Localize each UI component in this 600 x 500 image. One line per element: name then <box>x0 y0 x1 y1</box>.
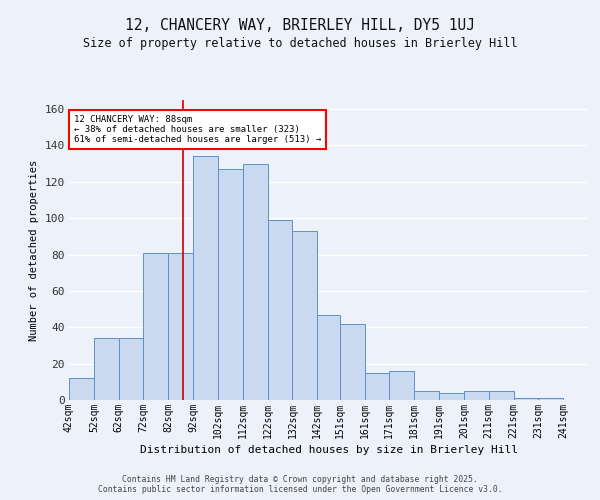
Bar <box>389 371 414 400</box>
Text: 12, CHANCERY WAY, BRIERLEY HILL, DY5 1UJ: 12, CHANCERY WAY, BRIERLEY HILL, DY5 1UJ <box>125 18 475 32</box>
Bar <box>514 398 538 400</box>
Bar <box>317 314 340 400</box>
Bar <box>193 156 218 400</box>
X-axis label: Distribution of detached houses by size in Brierley Hill: Distribution of detached houses by size … <box>139 445 517 455</box>
Bar <box>268 220 292 400</box>
Bar <box>119 338 143 400</box>
Bar <box>69 378 94 400</box>
Bar <box>292 231 317 400</box>
Y-axis label: Number of detached properties: Number of detached properties <box>29 160 39 340</box>
Text: Contains HM Land Registry data © Crown copyright and database right 2025.
Contai: Contains HM Land Registry data © Crown c… <box>98 474 502 494</box>
Text: Size of property relative to detached houses in Brierley Hill: Size of property relative to detached ho… <box>83 38 517 51</box>
Bar <box>538 398 563 400</box>
Text: 12 CHANCERY WAY: 88sqm
← 38% of detached houses are smaller (323)
61% of semi-de: 12 CHANCERY WAY: 88sqm ← 38% of detached… <box>74 114 321 144</box>
Bar <box>218 169 243 400</box>
Bar <box>94 338 119 400</box>
Bar <box>414 391 439 400</box>
Bar <box>365 372 389 400</box>
Bar <box>169 252 193 400</box>
Bar <box>439 392 464 400</box>
Bar <box>340 324 365 400</box>
Bar <box>464 391 488 400</box>
Bar <box>488 391 514 400</box>
Bar <box>243 164 268 400</box>
Bar <box>143 252 169 400</box>
